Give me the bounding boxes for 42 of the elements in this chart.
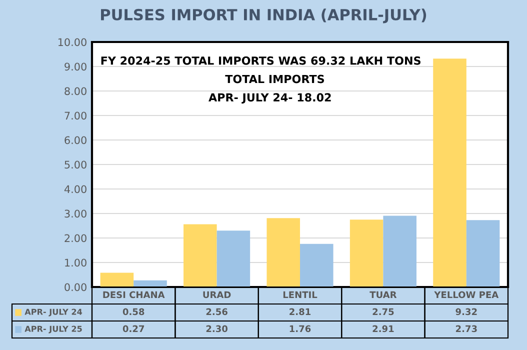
y-tick-label: 2.00 — [64, 234, 86, 242]
data-label: 2.81 — [290, 308, 311, 316]
bar — [383, 216, 416, 287]
bar — [266, 218, 300, 287]
bar — [100, 272, 134, 287]
data-label: 2.75 — [372, 308, 394, 316]
annotation: TOTAL IMPORTS — [225, 74, 324, 84]
data-label: 2.30 — [206, 325, 228, 332]
y-tick-label: 3.00 — [64, 210, 86, 218]
data-label: 2.73 — [456, 325, 477, 332]
annotation: APR- JULY 24- 18.02 — [208, 93, 331, 104]
bar — [350, 220, 384, 287]
legend-label: APR- JULY 25 — [24, 326, 82, 334]
x-tick-label: DESI CHANA — [103, 291, 165, 298]
bar — [466, 220, 500, 287]
bar — [300, 244, 334, 287]
data-label: 1.76 — [290, 325, 311, 332]
y-tick-label: 5.00 — [64, 160, 86, 169]
data-label: 9.32 — [456, 308, 477, 316]
bar — [184, 224, 217, 287]
x-tick-label: LENTIL — [283, 291, 318, 298]
y-tick-label: 8.00 — [64, 87, 86, 96]
data-label: 2.56 — [206, 308, 228, 316]
y-tick-label: 1.00 — [65, 258, 86, 267]
x-tick-label: YELLOW PEA — [434, 291, 499, 298]
data-label: 0.27 — [122, 325, 144, 332]
y-tick-label: 6.00 — [64, 136, 86, 144]
annotation: FY 2024-25 TOTAL IMPORTS WAS 69.32 LAKH TONS — [101, 56, 420, 65]
data-label: 2.91 — [372, 325, 394, 332]
y-tick-label: 0.00 — [64, 283, 86, 292]
y-tick-label: 10.00 — [58, 38, 86, 46]
y-tick-label: 4.00 — [64, 185, 86, 194]
y-tick-label: 9.00 — [64, 62, 86, 71]
x-tick-label: TUAR — [370, 291, 397, 298]
x-tick-label: URAD — [203, 291, 231, 298]
bar — [134, 280, 167, 287]
y-tick-label: 7.00 — [64, 112, 86, 120]
chart-title: PULSES IMPORT IN INDIA (APRIL-JULY) — [101, 8, 426, 24]
legend-label: APR- JULY 24 — [24, 308, 82, 316]
data-label: 0.58 — [122, 308, 144, 316]
bar — [433, 58, 466, 287]
bar — [216, 230, 250, 287]
